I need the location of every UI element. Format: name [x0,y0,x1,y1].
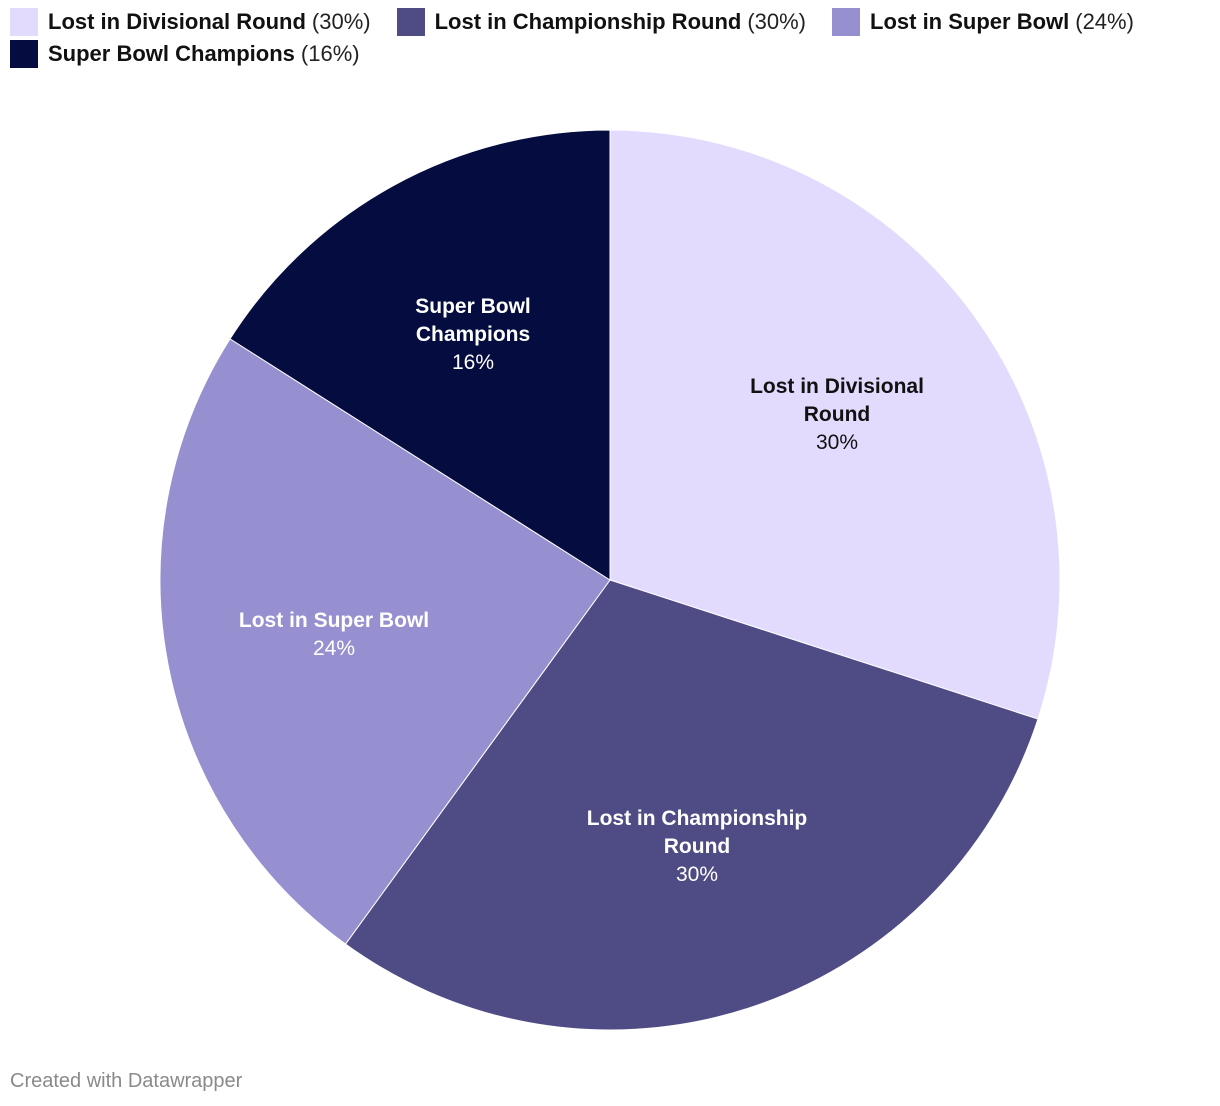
legend-item-divisional: Lost in Divisional Round (30%) [10,8,371,36]
pie-slice-divisional[interactable] [609,129,1061,720]
legend-pct-super-bowl-loss: (24%) [1075,9,1134,34]
slice-label-name-line: Round [804,403,870,426]
pie-slice-super-bowl-loss[interactable] [159,338,611,945]
slice-label-name-line: Lost in Divisional [750,375,924,398]
slice-label-name-line: Round [664,835,730,858]
slice-label-name-line: Champions [416,323,530,346]
slice-label-name-line: Super Bowl [415,295,531,318]
legend-pct-divisional: (30%) [311,9,371,34]
slice-label-percent: 24% [313,637,355,660]
datawrapper-credit: Created with Datawrapper [10,1070,243,1092]
slice-label-champions: Super Bowl Champions 16% [415,295,531,374]
legend-swatch-championship [396,8,425,36]
legend-swatch-divisional [10,8,38,36]
legend-pct-championship: (30%) [747,9,807,34]
slice-label-percent: 16% [452,351,494,374]
legend-label-champions: Super Bowl Champions [48,41,295,66]
legend-label-divisional: Lost in Divisional Round [48,9,306,34]
pie-slice-champions[interactable] [229,129,611,581]
chart-legend: Lost in Divisional Round (30%) Lost in C… [10,8,1200,68]
legend-swatch-super-bowl-loss [832,8,861,36]
legend-label-super-bowl-loss: Lost in Super Bowl [870,9,1070,34]
legend-swatch-champions [10,40,38,68]
legend-pct-champions: (16%) [300,41,360,66]
slice-label-divisional: Lost in Divisional Round 30% [750,375,924,454]
legend-item-champions: Super Bowl Champions (16%) [10,40,360,68]
legend-item-super-bowl-loss: Lost in Super Bowl (24%) [832,8,1134,36]
slice-label-percent: 30% [816,431,858,454]
slice-label-name-line: Lost in Championship [587,807,808,830]
slice-label-championship: Lost in Championship Round 30% [587,807,808,886]
pie-slice-championship[interactable] [344,579,1039,1031]
slice-label-name-line: Lost in Super Bowl [239,609,429,632]
legend-item-championship: Lost in Championship Round (30%) [396,8,807,36]
legend-label-championship: Lost in Championship Round [434,9,742,34]
slice-label-percent: 30% [676,863,718,886]
slice-label-super-bowl-loss: Lost in Super Bowl 24% [239,609,429,660]
